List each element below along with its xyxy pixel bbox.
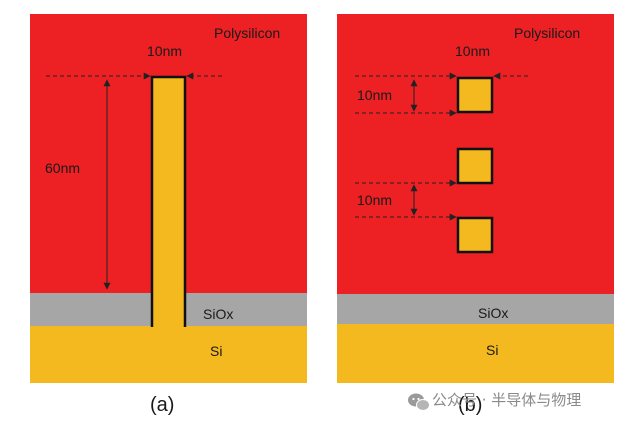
caption-a: (a) bbox=[150, 394, 174, 416]
siox-label-b: SiOx bbox=[478, 305, 508, 321]
watermark-text: 公众号 · 半导体与物理 bbox=[432, 391, 581, 409]
polysilicon-label-b: Polysilicon bbox=[514, 25, 580, 41]
wechat-icon bbox=[408, 393, 430, 411]
width-label-b: 10nm bbox=[455, 43, 490, 59]
siox-label-a: SiOx bbox=[203, 306, 233, 322]
siox-layer-b bbox=[337, 294, 614, 324]
si-substrate-b bbox=[337, 324, 614, 383]
nanowire-fin-outline bbox=[150, 75, 187, 327]
nanowire-fin bbox=[152, 77, 185, 327]
caption-b: (b) bbox=[458, 394, 482, 416]
si-substrate-a bbox=[30, 326, 307, 383]
panel-a: Polysilicon 10nm 60nm SiOx Si (a) bbox=[30, 14, 307, 416]
si-label-b: Si bbox=[486, 342, 498, 358]
spacing-label-2: 10nm bbox=[357, 192, 392, 208]
width-label-a: 10nm bbox=[147, 43, 182, 59]
height-label-a: 60nm bbox=[45, 160, 80, 176]
nanosheet-3 bbox=[456, 216, 494, 254]
panel-b: Polysilicon 10nm 10nm 10nm SiOx Si (b) bbox=[337, 14, 614, 416]
nanosheet-2 bbox=[456, 147, 494, 185]
watermark: 公众号 · 半导体与物理 bbox=[408, 391, 581, 411]
nanosheet-1 bbox=[456, 76, 494, 114]
si-label-a: Si bbox=[210, 343, 222, 359]
spacing-label-1: 10nm bbox=[357, 87, 392, 103]
polysilicon-label-a: Polysilicon bbox=[214, 25, 280, 41]
